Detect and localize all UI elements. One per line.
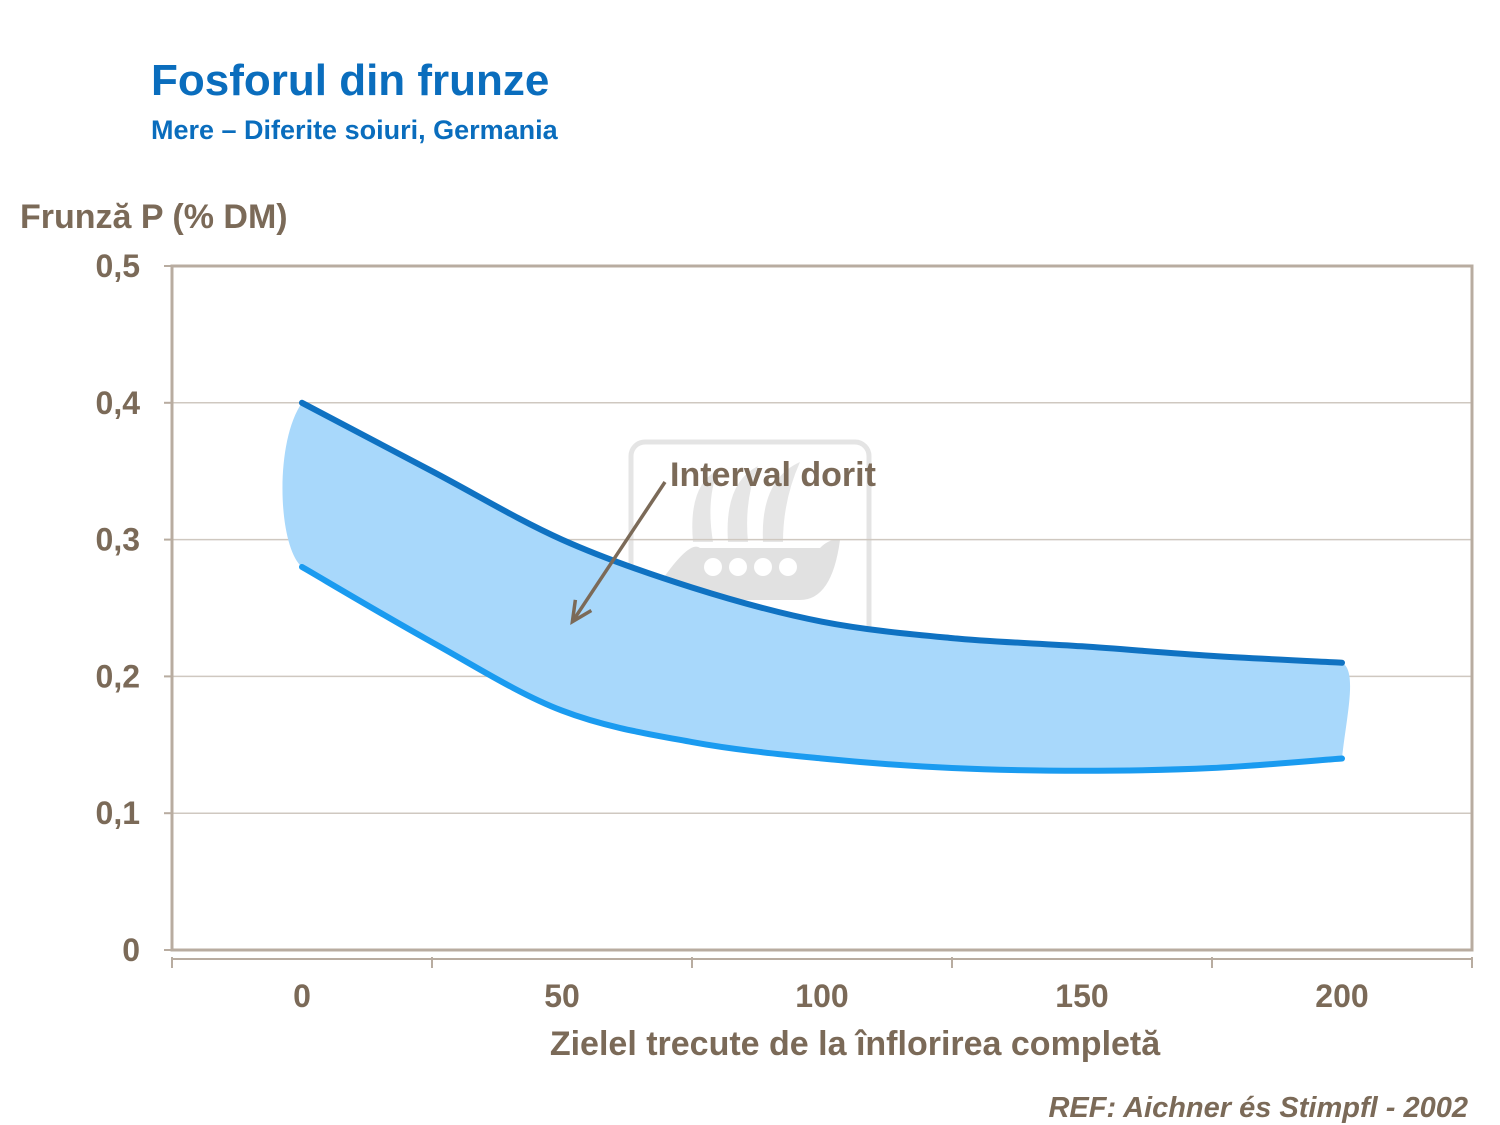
lower-limit-line [299,563,1345,774]
y-axis: 0 0,1 0,2 0,3 0,4 0,5 [96,248,172,968]
logo-sail-middle [727,466,758,542]
logo-shield-2 [729,558,747,576]
y-tick-label-5: 0,5 [96,248,140,284]
logo-ship-hull [662,539,840,600]
y-tick-label-2: 0,2 [96,658,140,694]
chart-title: Fosforul din frunze [151,56,550,105]
x-tick-label-0: 0 [293,978,311,1014]
annotation-arrow [570,481,667,623]
y-tick-label-4: 0,4 [96,385,141,421]
desired-range-band [282,402,1351,771]
annotation-arrowhead [570,599,593,626]
y-tick-label-1: 0,1 [96,795,140,831]
upper-limit-line [299,399,1345,666]
x-tick-label-4: 200 [1315,978,1368,1014]
x-axis-title: Zielel trecute de la înflorirea completă [550,1025,1161,1063]
logo-shield-3 [754,558,772,576]
x-tick-label-2: 100 [795,978,848,1014]
x-axis: 0 50 100 150 200 [171,957,1473,1014]
chart-subtitle: Mere – Diferite soiuri, Germania [151,115,558,145]
logo-shield-4 [779,558,797,576]
logo-sail-right [762,462,800,542]
logo-sail-left [692,470,718,542]
annotation-label: Interval dorit [670,456,876,494]
y-axis-title: Frunză P (% DM) [20,198,288,236]
logo-shield-1 [704,558,722,576]
x-tick-label-3: 150 [1055,978,1108,1014]
y-tick-label-3: 0,3 [96,522,140,558]
y-tick-label-0: 0 [122,932,140,968]
x-tick-label-1: 50 [544,978,580,1014]
reference-note: REF: Aichner és Stimpfl - 2002 [1048,1092,1468,1124]
plot-frame [170,264,1474,952]
